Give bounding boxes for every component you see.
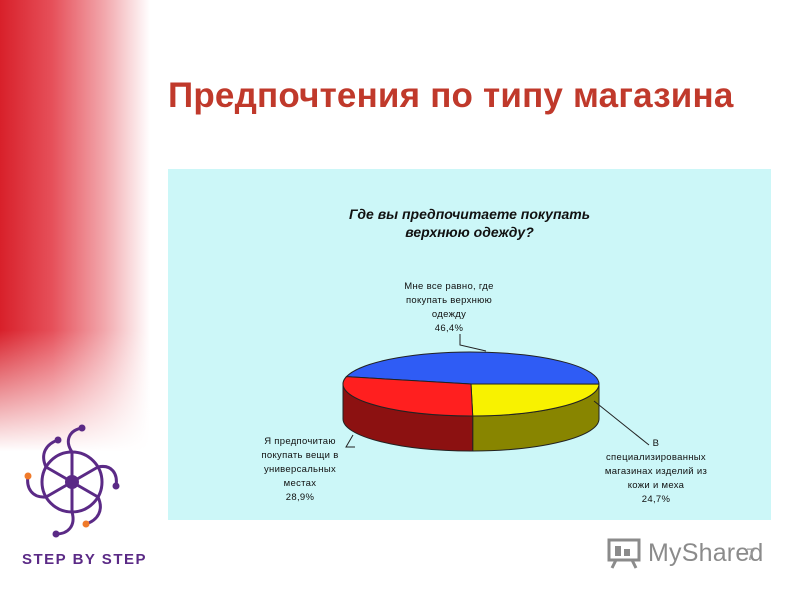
pie-slice-0	[345, 351, 600, 385]
slice-label-universal: Я предпочитаю покупать вещи в универсаль…	[236, 435, 364, 505]
chart-title-line-2: верхнюю одежду?	[405, 224, 534, 240]
slice-label-specialized-line-3: магазинах изделий из	[604, 466, 708, 477]
slice-label-universal-value: 28,9%	[285, 492, 315, 503]
slice-label-specialized-line-2: специализированных	[606, 452, 706, 463]
logo-text: STEP BY STEP	[22, 551, 147, 568]
slide-title: Предпочтения по типу магазина	[168, 76, 734, 115]
watermark: MyShared	[606, 536, 764, 570]
slice-label-specialized-line-4: кожи и меха	[627, 480, 685, 491]
leader-line-specialized	[593, 400, 650, 446]
slide-number: 7	[746, 545, 756, 564]
leader-line-universal	[345, 434, 355, 448]
slice-label-indifferent-line-1: Мне все равно, где	[404, 281, 494, 292]
slice-label-specialized-value: 24,7%	[641, 494, 671, 505]
watermark-text: MyShared	[648, 538, 764, 567]
chart-title: Где вы предпочитаете покупать верхнюю од…	[168, 205, 771, 241]
chart-title-line-1: Где вы предпочитаете покупать	[348, 206, 591, 222]
leader-line-indifferent	[459, 334, 487, 352]
slice-label-universal-line-3: универсальных	[263, 464, 337, 475]
decorative-left-fade	[0, 330, 160, 600]
presentation-board-icon	[607, 538, 641, 569]
slice-label-universal-line-4: местах	[283, 478, 317, 489]
pie-slice-2	[342, 376, 474, 417]
chart-panel: Где вы предпочитаете покупать верхнюю од…	[168, 169, 771, 520]
slice-label-universal-line-2: покупать вещи в	[261, 450, 339, 461]
slice-label-indifferent-line-2: покупать верхнюю	[405, 295, 493, 306]
slice-label-indifferent: Мне все равно, где покупать верхнюю одеж…	[384, 280, 514, 336]
pie-slice-1	[470, 383, 600, 417]
slice-label-indifferent-line-3: одежду	[431, 309, 467, 320]
step-by-step-logo-icon	[24, 424, 120, 538]
slice-label-specialized-line-1: В	[652, 438, 660, 449]
slice-label-specialized: В специализированных магазинах изделий и…	[589, 437, 723, 507]
slice-label-universal-line-1: Я предпочитаю	[264, 436, 336, 447]
pie-chart	[342, 334, 650, 452]
slice-label-indifferent-value: 46,4%	[434, 323, 464, 334]
